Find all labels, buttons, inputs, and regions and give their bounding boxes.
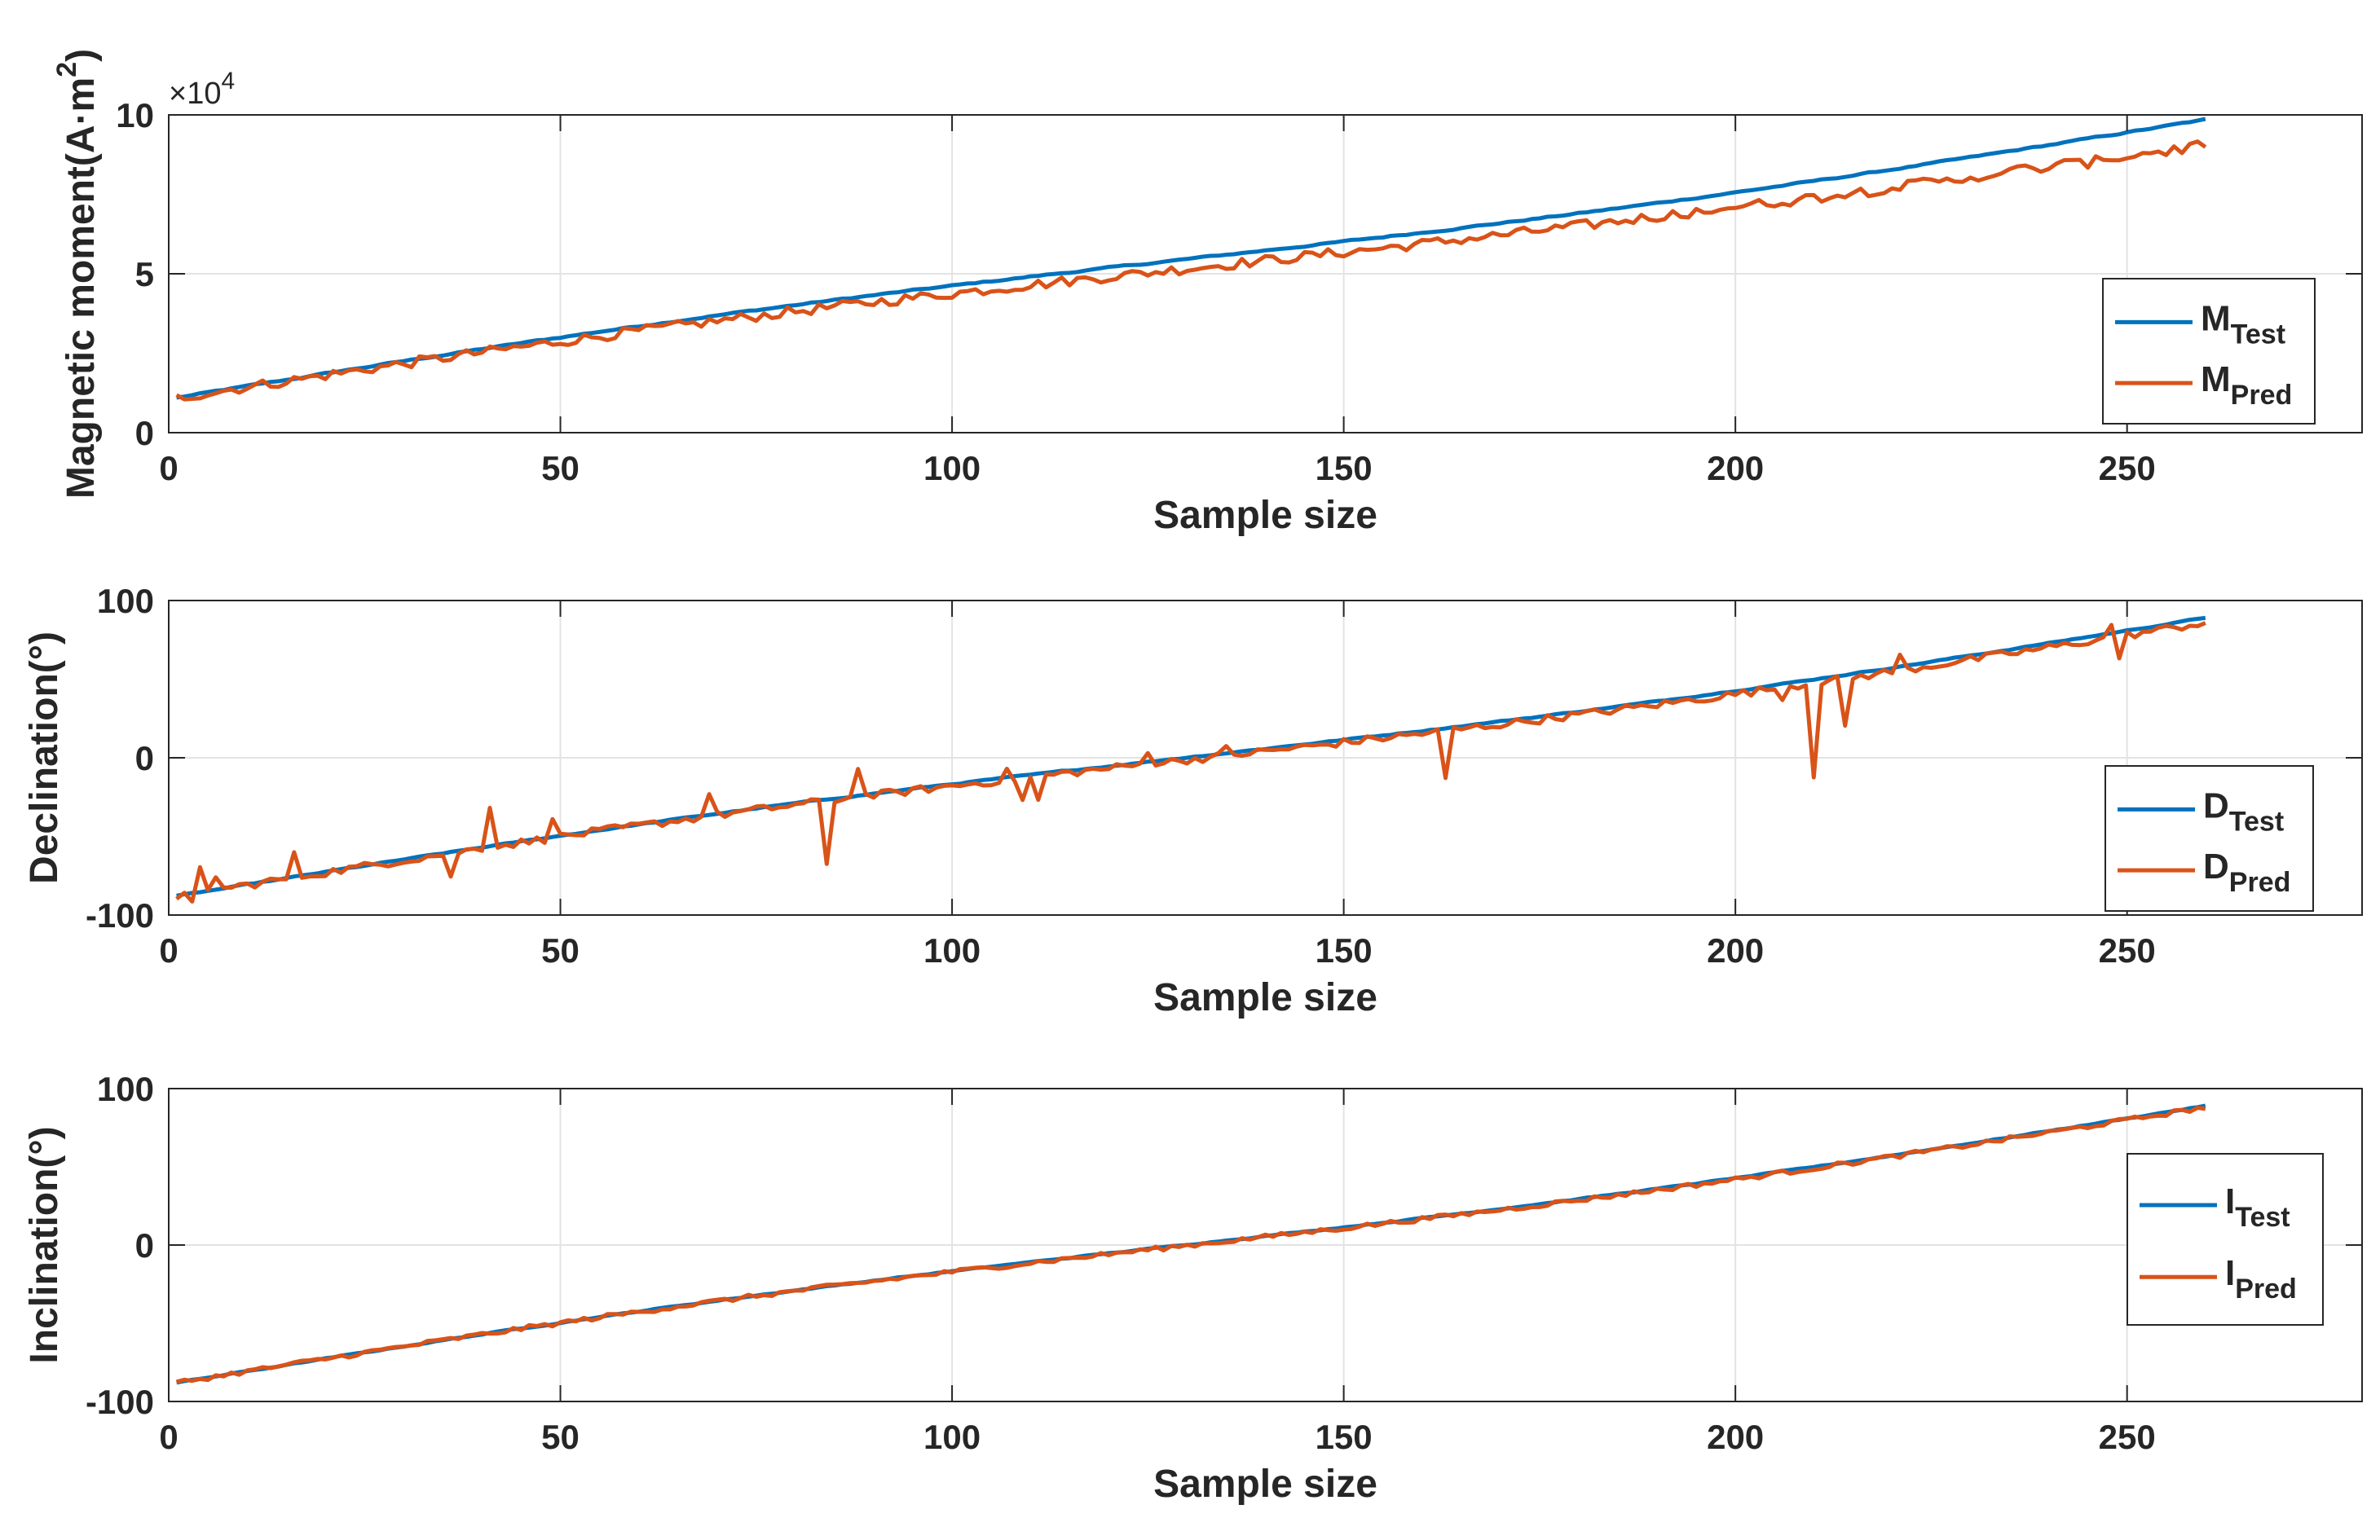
legend-box	[2105, 765, 2314, 912]
y-axis-label: Declination(°)	[23, 631, 66, 884]
x-tick-label: 100	[923, 449, 981, 487]
legend: ITest IPred	[2127, 1153, 2324, 1326]
x-tick-label: 200	[1707, 931, 1764, 970]
y-tick-label: 0	[135, 739, 154, 777]
legend-box	[2127, 1153, 2324, 1326]
y-tick-label: -100	[86, 1383, 154, 1421]
x-tick-label: 100	[923, 1418, 981, 1456]
legend-box	[2102, 278, 2316, 425]
series-line-d-pred	[175, 621, 2206, 904]
x-tick-label: 200	[1707, 449, 1764, 487]
x-tick-label: 0	[159, 449, 178, 487]
legend-label-test: DTest	[2203, 785, 2284, 837]
x-tick-label: 100	[923, 931, 981, 970]
series-line-m-test	[176, 117, 2206, 400]
x-tick-label: 150	[1316, 1418, 1373, 1456]
x-tick-label: 250	[2099, 449, 2156, 487]
y-tick-label: 100	[97, 1070, 154, 1108]
legend-label-pred: MPred	[2201, 359, 2292, 411]
x-tick-label: 200	[1707, 1418, 1764, 1456]
legend-label-test: ITest	[2225, 1181, 2290, 1233]
y-tick-label: 10	[116, 96, 154, 134]
x-tick-label: 50	[541, 449, 580, 487]
series-line-i-pred	[175, 1106, 2206, 1384]
axis-exponent-label: ×104	[169, 68, 235, 111]
y-axis-label: Inclination(°)	[23, 1126, 66, 1363]
series-line-m-pred	[175, 139, 2207, 402]
x-tick-label: 250	[2099, 1418, 2156, 1456]
legend-label-pred: IPred	[2225, 1253, 2297, 1305]
x-tick-label: 50	[541, 1418, 580, 1456]
y-axis-label: Magnetic moment(A·m2)	[51, 49, 103, 499]
x-tick-label: 0	[159, 1418, 178, 1456]
y-tick-label: 0	[135, 414, 154, 452]
y-tick-label: 100	[97, 582, 154, 620]
x-tick-label: 150	[1316, 931, 1373, 970]
legend: MTest MPred	[2102, 278, 2316, 425]
x-axis-label: Sample size	[1153, 1463, 1377, 1506]
legend-label-test: MTest	[2201, 298, 2285, 350]
series-line-d-test	[176, 615, 2206, 898]
y-tick-label: 0	[135, 1226, 154, 1265]
y-tick-label: -100	[86, 896, 154, 935]
y-tick-label: 5	[135, 255, 154, 293]
x-axis-label: Sample size	[1153, 976, 1377, 1019]
legend: DTest DPred	[2105, 765, 2314, 912]
x-tick-label: 0	[159, 931, 178, 970]
chart-panel-1: 0 50 100 150 200 250 0 5 10 Sample size Magnetic m…	[51, 49, 2363, 537]
legend-label-pred: DPred	[2203, 847, 2290, 898]
x-tick-label: 50	[541, 931, 580, 970]
x-axis-label: Sample size	[1153, 494, 1377, 537]
x-tick-label: 250	[2099, 931, 2156, 970]
x-tick-label: 150	[1316, 449, 1373, 487]
